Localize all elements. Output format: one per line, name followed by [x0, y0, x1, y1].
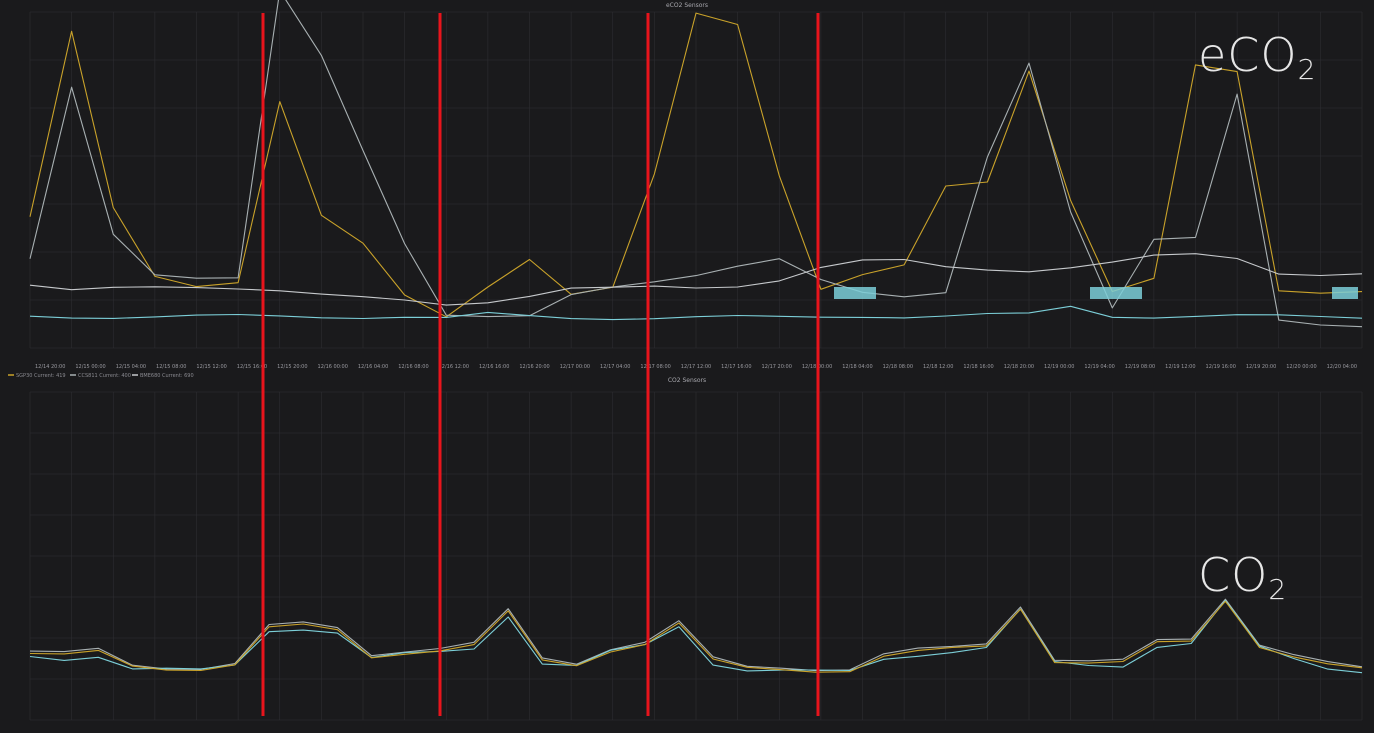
series-line-series_yellow: [29, 600, 1363, 673]
x-tick-label: 12/16 16:00: [479, 364, 509, 370]
x-tick-label: 12/17 20:00: [762, 364, 792, 370]
x-tick-label: 12/17 04:00: [600, 364, 630, 370]
x-tick-label: 12/17 00:00: [560, 364, 590, 370]
highlight-band: [1332, 287, 1358, 299]
x-tick-label: 12/15 00:00: [75, 364, 105, 370]
x-tick-label: 12/17 08:00: [640, 364, 670, 370]
x-tick-label: 12/15 16:00: [237, 364, 267, 370]
x-tick-label: 12/17 16:00: [721, 364, 751, 370]
x-tick-label: 12/16 12:00: [439, 364, 469, 370]
x-tick-label: 12/16 00:00: [318, 364, 348, 370]
co2-chart-title: CO2 Sensors: [668, 377, 706, 384]
series-line-series_gray: [29, 0, 1363, 328]
series-line-series_teal: [29, 599, 1363, 674]
x-tick-label: 12/14 20:00: [35, 364, 65, 370]
x-tick-label: 12/19 12:00: [1165, 364, 1195, 370]
x-tick-label: 12/18 16:00: [963, 364, 993, 370]
highlight-band: [834, 287, 876, 299]
series-line-series_light: [29, 253, 1363, 306]
x-tick-label: 12/19 20:00: [1246, 364, 1276, 370]
eco2-label: eCO2: [1198, 28, 1317, 86]
x-tick-label: 12/20 04:00: [1327, 364, 1357, 370]
x-tick-label: 12/16 20:00: [519, 364, 549, 370]
red-markers: [261, 13, 820, 716]
x-tick-label: 12/17 12:00: [681, 364, 711, 370]
eco2-highlight-bands: [834, 287, 1358, 299]
eco2-series: [29, 0, 1363, 328]
x-tick-label: 12/19 08:00: [1125, 364, 1155, 370]
co2-series: [29, 598, 1363, 674]
x-tick-label: 12/20 00:00: [1286, 364, 1316, 370]
x-tick-label: 12/18 12:00: [923, 364, 953, 370]
x-tick-label: 12/19 00:00: [1044, 364, 1074, 370]
co2-grid: [29, 391, 1363, 721]
x-tick-label: 12/16 04:00: [358, 364, 388, 370]
co2-label: CO2: [1198, 548, 1288, 606]
x-tick-label: 12/19 16:00: [1206, 364, 1236, 370]
series-line-series_yellow: [29, 12, 1363, 318]
eco2-chart-title: eCO2 Sensors: [666, 2, 708, 9]
x-tick-label: 12/19 04:00: [1084, 364, 1114, 370]
eco2-panel: eCO2 Sensors 12/14 20:00 12/15 00:00 12/15…: [8, 0, 1363, 379]
x-tick-label: 12/18 08:00: [883, 364, 913, 370]
eco2-x-axis: 12/14 20:00 12/15 00:00 12/15 04:00 12/15 0…: [35, 364, 1357, 370]
eco2-legend: SGP30 Current: 419 CCS811 Current: 400 BME…: [8, 373, 194, 379]
legend-entry[interactable]: BME680 Current: 690: [140, 373, 194, 379]
legend-entry[interactable]: SGP30 Current: 419: [16, 373, 66, 379]
eco2-grid: [29, 11, 1363, 349]
x-tick-label: 12/15 08:00: [156, 364, 186, 370]
series-line-series_teal: [29, 305, 1363, 321]
x-tick-label: 12/15 12:00: [196, 364, 226, 370]
x-tick-label: 12/16 08:00: [398, 364, 428, 370]
co2-panel: CO2 Sensors: [29, 377, 1363, 721]
legend-entry[interactable]: CCS811 Current: 400: [78, 373, 131, 379]
x-tick-label: 12/15 20:00: [277, 364, 307, 370]
x-tick-label: 12/18 04:00: [842, 364, 872, 370]
x-tick-label: 12/18 20:00: [1004, 364, 1034, 370]
x-tick-label: 12/15 04:00: [116, 364, 146, 370]
highlight-band: [1090, 287, 1142, 299]
series-line-series_gray: [29, 598, 1363, 672]
